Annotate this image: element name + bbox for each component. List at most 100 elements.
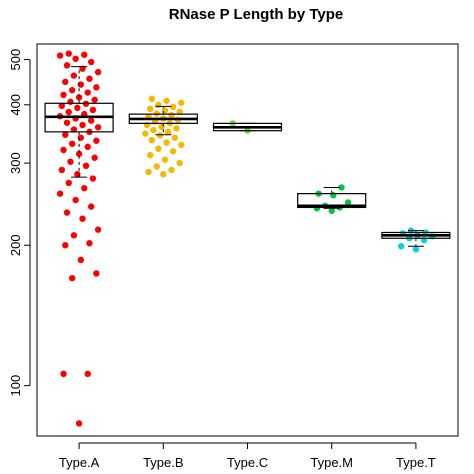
data-point [142, 130, 149, 137]
data-point [160, 170, 167, 178]
data-point [65, 108, 72, 116]
data-point [148, 136, 156, 144]
data-point [81, 185, 88, 192]
box-group-type-b [128, 95, 198, 178]
data-point [171, 134, 178, 141]
data-point [176, 159, 183, 167]
data-point [58, 102, 66, 110]
data-point [94, 68, 102, 76]
data-point [87, 117, 95, 124]
data-point [77, 81, 85, 88]
data-point [75, 94, 83, 101]
data-point [74, 104, 81, 112]
data-point [63, 119, 71, 126]
data-point [75, 420, 83, 427]
data-point [79, 215, 86, 222]
box-group-type-c [212, 120, 283, 134]
data-point [60, 370, 67, 378]
data-point [68, 274, 76, 282]
data-point [155, 145, 162, 152]
box-group-type-t [381, 227, 451, 253]
box-group-type-m [297, 184, 367, 215]
data-point [87, 58, 95, 66]
x-tick-label: Type.B [143, 455, 183, 470]
box-group-type-a [44, 50, 114, 427]
data-point [65, 179, 72, 187]
data-point [86, 75, 93, 82]
x-tick-label: Type.C [227, 455, 268, 470]
data-point [161, 156, 169, 163]
data-point [145, 168, 152, 176]
data-point [91, 154, 98, 161]
plot-frame [36, 43, 459, 437]
chart-title: RNase P Length by Type [169, 6, 344, 23]
data-point [70, 232, 78, 239]
y-axis: 100 200 300 400 500 [8, 49, 31, 397]
y-tick-label: 400 [8, 94, 23, 116]
data-point [70, 72, 78, 79]
data-point [147, 105, 154, 113]
data-point [156, 132, 164, 139]
data-point [68, 140, 76, 147]
data-point [67, 98, 74, 105]
data-point [328, 207, 335, 215]
data-point [155, 101, 162, 109]
data-point [62, 242, 69, 249]
x-tick-label: Type.A [59, 455, 100, 470]
y-tick-label: 100 [8, 375, 23, 397]
iqr-box [297, 193, 367, 209]
box-groups [44, 50, 451, 427]
data-point [84, 143, 91, 151]
data-point [169, 103, 177, 111]
data-point [68, 86, 76, 94]
data-point [84, 370, 91, 378]
data-point [178, 141, 185, 149]
data-point [82, 162, 90, 170]
data-point [74, 170, 81, 178]
y-tick-label: 200 [8, 234, 23, 256]
data-point [93, 137, 100, 144]
data-point [62, 78, 69, 86]
data-point [148, 95, 156, 103]
data-point [87, 203, 95, 210]
data-point [72, 196, 79, 204]
data-point [79, 121, 86, 129]
data-point [163, 139, 170, 146]
data-point [168, 111, 175, 119]
data-point [89, 106, 97, 114]
data-point [63, 62, 71, 69]
data-point [153, 163, 160, 170]
data-point [65, 50, 72, 57]
x-tick-label: Type.M [310, 455, 353, 470]
data-point [84, 89, 91, 96]
data-point [63, 209, 71, 216]
data-point [77, 256, 85, 264]
data-point [62, 131, 69, 138]
y-tick-label: 500 [8, 49, 23, 71]
data-point [344, 199, 352, 206]
data-point [72, 55, 79, 62]
data-point [412, 246, 420, 253]
data-point [161, 107, 169, 114]
x-axis: Type.A Type.B Type.C Type.M Type.T [59, 442, 436, 470]
y-tick-label: 300 [8, 152, 23, 174]
data-point [56, 52, 64, 59]
data-point [330, 192, 337, 199]
x-tick-label: Type.T [396, 455, 436, 470]
data-point [165, 128, 172, 136]
data-point [60, 91, 67, 99]
data-point [79, 65, 86, 72]
data-point [163, 97, 170, 104]
data-point [150, 126, 157, 134]
data-point [81, 51, 88, 58]
data-point [147, 151, 154, 159]
data-point [58, 166, 66, 174]
data-point [89, 175, 97, 182]
data-point [94, 124, 102, 131]
data-point [70, 126, 78, 133]
data-point [91, 96, 98, 103]
data-point [60, 146, 67, 154]
data-point [94, 226, 102, 233]
data-point [86, 240, 93, 247]
